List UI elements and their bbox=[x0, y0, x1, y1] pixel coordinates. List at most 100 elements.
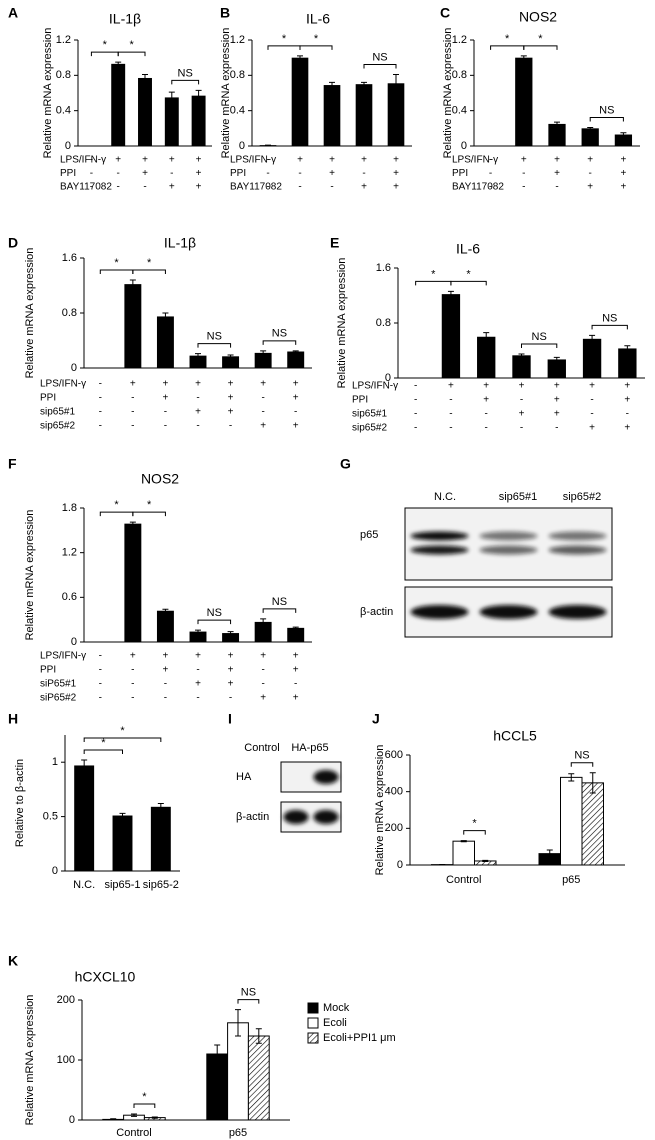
error-bar bbox=[157, 803, 164, 811]
error-bar bbox=[361, 81, 367, 87]
legend-label: Ecoli+PPI1 μm bbox=[323, 1032, 396, 1044]
error-bar bbox=[131, 1113, 137, 1117]
condition-mark: - bbox=[164, 693, 167, 704]
condition-mark: + bbox=[228, 379, 234, 390]
x-tick-label: N.C. bbox=[73, 879, 95, 891]
bar bbox=[254, 621, 272, 642]
bar bbox=[156, 610, 174, 642]
sig-bracket bbox=[415, 280, 452, 286]
bar bbox=[547, 359, 566, 378]
condition-mark: + bbox=[228, 393, 234, 404]
legend-label: Mock bbox=[323, 1002, 350, 1014]
condition-mark: - bbox=[261, 665, 264, 676]
condition-mark: - bbox=[229, 693, 232, 704]
error-bar bbox=[292, 350, 299, 353]
bar bbox=[355, 84, 373, 146]
error-bar bbox=[195, 629, 201, 634]
condition-mark: - bbox=[590, 395, 593, 406]
condition-mark: + bbox=[196, 182, 202, 193]
condition-mark: + bbox=[393, 182, 399, 193]
y-axis-label: Relative mRNA expression bbox=[24, 248, 36, 379]
bar bbox=[618, 348, 637, 378]
y-axis-label: Relative to β-actin bbox=[14, 759, 26, 847]
sig-bracket bbox=[197, 343, 232, 348]
row-label: p65 bbox=[360, 529, 378, 541]
condition-mark: - bbox=[520, 423, 523, 434]
error-bar bbox=[393, 73, 399, 93]
condition-mark: + bbox=[329, 155, 335, 166]
bar bbox=[515, 57, 533, 146]
panel-letter: D bbox=[8, 235, 18, 251]
bar bbox=[614, 134, 633, 146]
condition-mark: - bbox=[99, 393, 102, 404]
condition-mark: + bbox=[169, 182, 175, 193]
condition-mark: + bbox=[297, 155, 303, 166]
sig-label: * bbox=[120, 725, 125, 737]
condition-mark: - bbox=[90, 182, 93, 193]
condition-mark: + bbox=[587, 182, 593, 193]
condition-label: BAY117082 bbox=[60, 182, 112, 193]
condition-label: BAY117082 bbox=[452, 182, 504, 193]
condition-mark: - bbox=[449, 409, 452, 420]
y-tick-label: 0.8 bbox=[62, 307, 77, 319]
chart-title: IL-6 bbox=[306, 11, 330, 27]
error-bar bbox=[260, 618, 267, 626]
y-axis-label: Relative mRNA expression bbox=[24, 510, 36, 641]
error-bar bbox=[297, 55, 303, 60]
bar bbox=[291, 57, 309, 146]
error-bar bbox=[195, 353, 201, 359]
blot-band bbox=[313, 810, 339, 824]
condition-mark: + bbox=[195, 407, 201, 418]
condition-mark: + bbox=[293, 421, 299, 432]
blot-band bbox=[548, 531, 607, 541]
condition-mark: + bbox=[589, 423, 595, 434]
condition-mark: - bbox=[99, 651, 102, 662]
condition-label: LPS/IFN-γ bbox=[230, 155, 276, 166]
sig-bracket bbox=[591, 324, 628, 330]
sig-bracket bbox=[521, 343, 558, 348]
condition-mark: - bbox=[131, 393, 134, 404]
condition-mark: - bbox=[196, 665, 199, 676]
condition-mark: - bbox=[131, 665, 134, 676]
blot-box bbox=[404, 507, 613, 581]
lane-label: sip65#2 bbox=[563, 491, 602, 503]
sig-label: * bbox=[505, 33, 510, 45]
x-tick-label: sip65-2 bbox=[143, 879, 179, 891]
condition-mark: + bbox=[329, 168, 335, 179]
condition-mark: - bbox=[330, 182, 333, 193]
condition-mark: - bbox=[298, 168, 301, 179]
condition-label: sip65#2 bbox=[40, 421, 75, 432]
blot-band bbox=[313, 770, 339, 784]
sig-label: * bbox=[466, 268, 471, 280]
condition-mark: + bbox=[589, 381, 595, 392]
sig-bracket bbox=[133, 1103, 156, 1108]
error-bar bbox=[214, 1044, 221, 1064]
condition-mark: + bbox=[483, 395, 489, 406]
condition-mark: + bbox=[163, 379, 169, 390]
bar bbox=[191, 95, 206, 146]
condition-mark: + bbox=[587, 155, 593, 166]
panel-letter: I bbox=[228, 711, 232, 727]
condition-mark: - bbox=[589, 168, 592, 179]
condition-mark: + bbox=[196, 155, 202, 166]
panel-letter: K bbox=[8, 953, 18, 969]
sig-label: NS bbox=[241, 987, 256, 999]
error-bar bbox=[168, 91, 175, 104]
bar bbox=[287, 627, 305, 642]
condition-label: PPI bbox=[60, 168, 76, 179]
blot-band bbox=[479, 605, 538, 619]
sig-label: * bbox=[147, 257, 152, 269]
condition-mark: - bbox=[489, 168, 492, 179]
blot-box bbox=[280, 761, 342, 793]
condition-mark: - bbox=[196, 693, 199, 704]
condition-mark: + bbox=[293, 393, 299, 404]
panel-letter: H bbox=[8, 711, 18, 727]
y-tick-label: 0 bbox=[71, 362, 77, 374]
condition-mark: + bbox=[554, 409, 560, 420]
blot-band bbox=[479, 531, 538, 541]
chart-title: IL-6 bbox=[456, 241, 480, 257]
y-tick-label: 0.4 bbox=[452, 105, 467, 117]
condition-mark: + bbox=[163, 393, 169, 404]
sig-bracket bbox=[450, 280, 487, 286]
